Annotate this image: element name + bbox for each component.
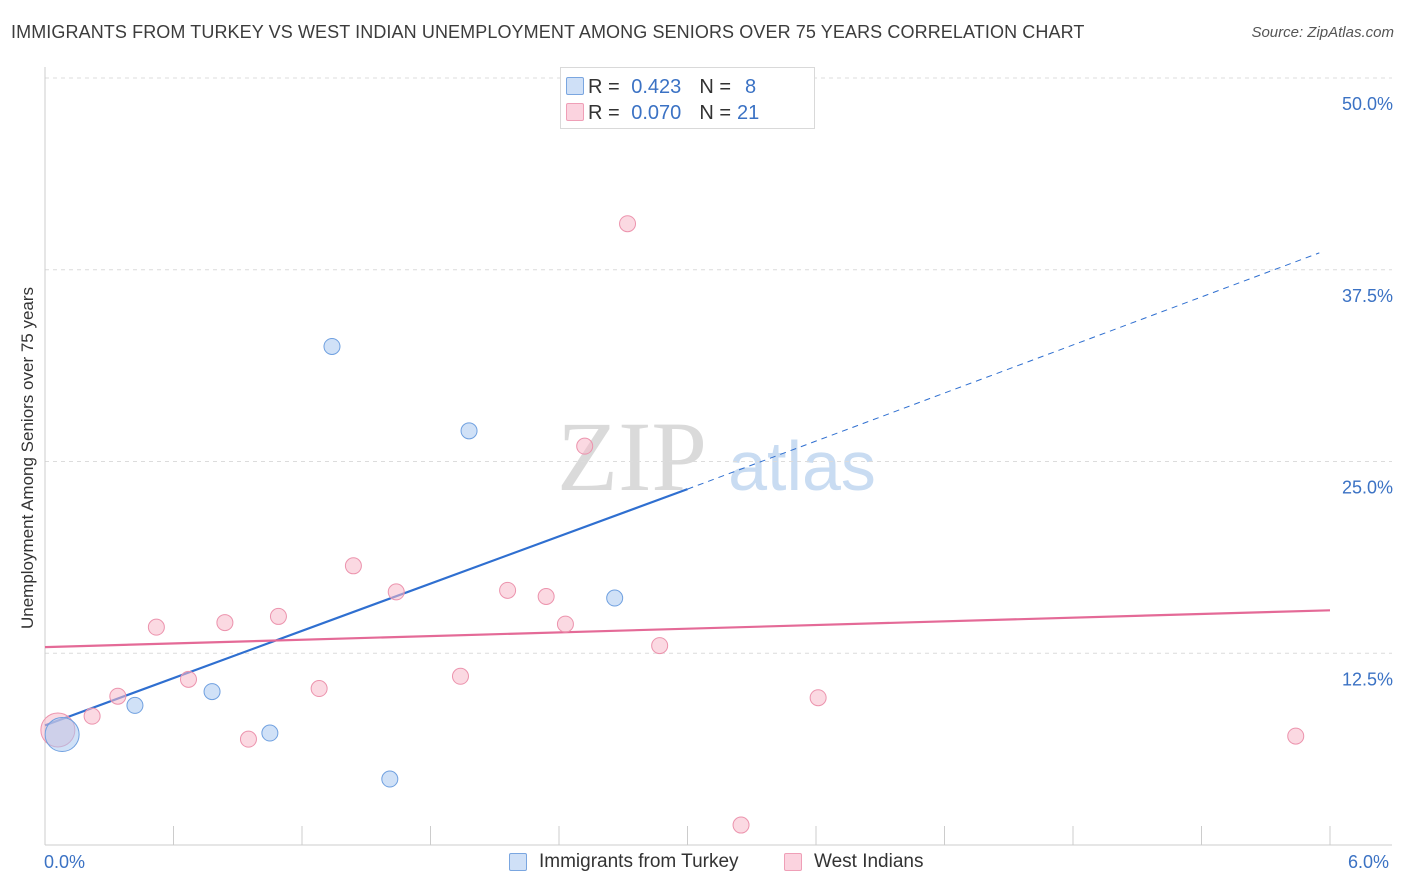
legend-n-value: 8 <box>745 75 757 98</box>
west-indian-point <box>576 437 594 455</box>
legend-n-label: N = <box>699 101 731 124</box>
axes <box>44 67 1392 846</box>
west-indian-point <box>344 557 362 575</box>
bottom-legend-west-indians: West Indians <box>784 851 923 873</box>
west-indian-point <box>387 583 405 601</box>
y-tick-label: 37.5% <box>1342 286 1393 306</box>
legend-r-value: 0.423 <box>631 75 682 98</box>
source-label: Source: ZipAtlas.com <box>1251 24 1394 41</box>
west-indian-point <box>537 587 555 605</box>
legend-row-west-indians: R = 0.070 N = 21 <box>566 100 760 126</box>
west-indian-point <box>1287 727 1305 745</box>
west-indian-point <box>809 689 827 707</box>
west-indian-point <box>179 670 197 688</box>
west-indian-point <box>619 215 637 233</box>
y-tick-labels: 12.5% 25.0% 37.5% 50.0% <box>1342 94 1393 689</box>
west-indian-point <box>147 618 165 636</box>
x-tick-label-max: 6.0% <box>1348 852 1390 872</box>
west-indian-point <box>556 615 574 633</box>
bottom-legend-swatch-turkey <box>509 853 527 871</box>
watermark-atlas: atlas <box>728 427 876 505</box>
y-tick-label: 50.0% <box>1342 94 1393 114</box>
turkey-point <box>44 717 80 753</box>
legend-row-turkey: R = 0.423 N = 8 <box>566 74 757 100</box>
grid <box>45 77 1392 654</box>
trend-line-west-indians <box>44 609 1331 649</box>
correlation-legend: R = 0.423 N = 8 R = 0.070 N = 21 <box>560 67 815 129</box>
bottom-legend-swatch-west-indians <box>784 853 802 871</box>
turkey-point <box>381 770 399 788</box>
west-indian-point <box>651 637 669 655</box>
bottom-legend-label-turkey: Immigrants from Turkey <box>539 851 739 872</box>
west-indian-point <box>310 680 328 698</box>
legend-r-value: 0.070 <box>631 101 682 124</box>
west-indian-point <box>109 687 127 705</box>
turkey-point <box>323 337 341 355</box>
west-indian-point <box>269 607 287 625</box>
trend-line-turkey <box>44 488 688 727</box>
x-tick-label-min: 0.0% <box>44 852 86 872</box>
data-points <box>40 215 1305 834</box>
trend-lines <box>44 252 1331 727</box>
legend-n-label: N = <box>699 75 731 98</box>
west-indian-point <box>83 707 101 725</box>
legend-swatch-west-indians <box>566 103 584 121</box>
trend-line-extension <box>687 252 1320 490</box>
legend-swatch-turkey <box>566 77 584 95</box>
bottom-legend-label-west-indians: West Indians <box>814 851 924 872</box>
watermark-zip: ZIP <box>557 401 707 512</box>
y-tick-label: 25.0% <box>1342 478 1393 498</box>
legend-r-label: R = <box>588 75 620 98</box>
legend-r-label: R = <box>588 101 620 124</box>
y-axis-label: Unemployment Among Seniors over 75 years <box>18 286 37 630</box>
west-indian-point <box>499 581 517 599</box>
y-tick-label: 12.5% <box>1342 669 1393 689</box>
turkey-point <box>460 422 478 440</box>
turkey-point <box>261 724 279 742</box>
watermark: ZIP atlas <box>557 401 876 512</box>
bottom-legend-turkey: Immigrants from Turkey <box>509 851 739 873</box>
turkey-point <box>606 589 624 607</box>
west-indian-point <box>451 667 469 685</box>
west-indian-point <box>239 730 257 748</box>
west-indian-point <box>216 614 234 632</box>
west-indian-point <box>732 816 750 834</box>
legend-n-value: 21 <box>737 101 760 124</box>
turkey-point <box>126 696 144 714</box>
chart-title: IMMIGRANTS FROM TURKEY VS WEST INDIAN UN… <box>11 22 1085 42</box>
turkey-point <box>203 683 221 701</box>
